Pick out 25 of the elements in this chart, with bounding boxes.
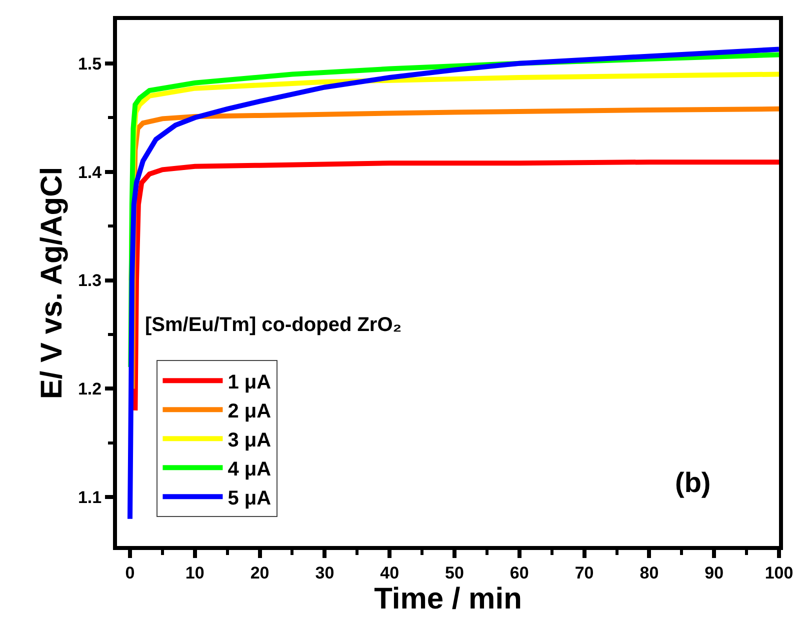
y-tick-label: 1.4 [78,162,102,182]
y-tick-label: 1.2 [78,380,102,399]
legend-label: 1 μA [228,371,272,394]
y-axis-title: E/ V vs. Ag/AgCl [35,166,68,400]
legend-label: 3 μA [228,429,272,452]
legend-label: 5 μA [228,487,272,510]
legend-label: 2 μA [228,400,272,422]
x-tick-label: 60 [510,563,529,582]
y-tick-label: 1.1 [78,488,102,508]
x-tick-label: 10 [185,563,204,582]
x-tick-label: 100 [764,563,794,582]
x-axis-title: Time / min [374,582,522,616]
x-tick-label: 40 [380,563,400,582]
x-tick-label: 0 [125,563,135,582]
legend-label: 4 μA [228,458,272,480]
y-tick-label: 1.5 [78,54,102,74]
x-tick-label: 50 [445,563,464,582]
annotation: (b) [675,467,711,498]
y-tick-label: 1.3 [78,271,102,290]
x-tick-label: 80 [640,563,659,582]
annotation: [Sm/Eu/Tm] co-doped ZrO₂ [145,314,402,336]
x-tick-label: 90 [704,563,724,582]
x-tick-label: 70 [574,563,594,582]
x-tick-label: 30 [315,563,334,582]
x-tick-label: 20 [250,563,270,582]
